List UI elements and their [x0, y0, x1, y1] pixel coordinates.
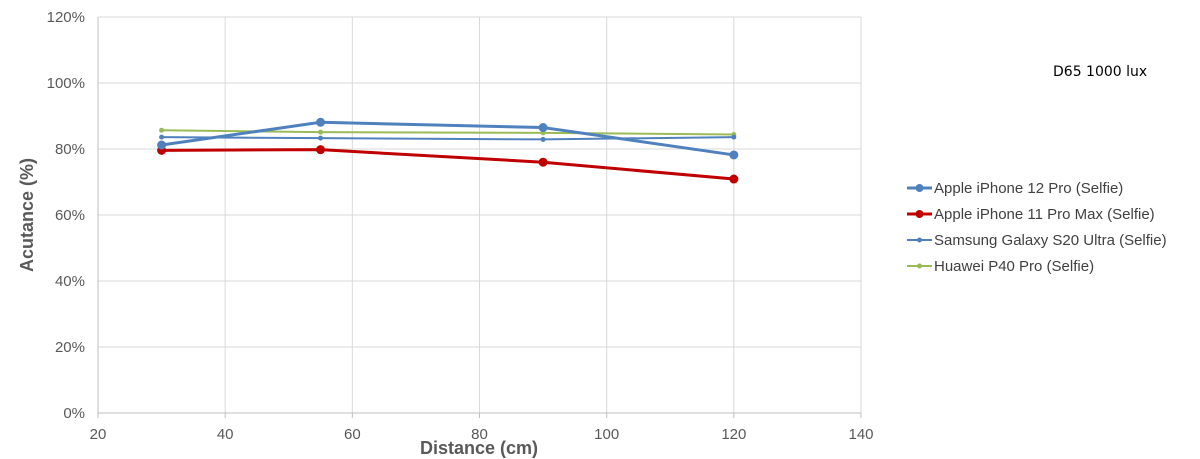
- condition-annotation: D65 1000 lux: [1053, 64, 1147, 80]
- x-tick-label: 60: [344, 426, 361, 443]
- legend-label: Samsung Galaxy S20 Ultra (Selfie): [934, 232, 1167, 249]
- data-point: [538, 123, 548, 133]
- grid: [97, 16, 862, 414]
- legend-label: Apple iPhone 12 Pro (Selfie): [934, 180, 1123, 197]
- x-tick-label: 40: [217, 426, 234, 443]
- y-axis-title: Acutance (%): [17, 158, 37, 272]
- series-line: [161, 120, 735, 157]
- data-point: [731, 134, 737, 140]
- legend-item: Huawei P40 Pro (Selfie): [907, 258, 1094, 275]
- y-tick-label: 40%: [55, 273, 85, 290]
- x-axis-title: Distance (cm): [420, 438, 538, 458]
- legend-item: Apple iPhone 11 Pro Max (Selfie): [907, 206, 1155, 223]
- x-tick-label: 120: [721, 426, 746, 443]
- y-tick-label: 80%: [55, 141, 85, 158]
- y-tick-label: 60%: [55, 207, 85, 224]
- legend-label: Huawei P40 Pro (Selfie): [934, 258, 1094, 275]
- data-point: [159, 127, 165, 133]
- data-point: [729, 150, 739, 160]
- y-tick-label: 120%: [47, 9, 85, 26]
- legend: Apple iPhone 12 Pro (Selfie) Apple iPhone…: [907, 180, 1167, 275]
- series-group: [157, 117, 739, 184]
- legend-item: Apple iPhone 12 Pro (Selfie): [907, 180, 1123, 197]
- legend-label: Apple iPhone 11 Pro Max (Selfie): [934, 206, 1155, 223]
- legend-item: Samsung Galaxy S20 Ultra (Selfie): [907, 232, 1167, 249]
- series-line: [161, 136, 734, 141]
- legend-marker-swatch: [917, 237, 922, 243]
- legend-marker-swatch: [915, 184, 924, 192]
- data-point: [159, 134, 165, 140]
- data-point: [540, 136, 546, 142]
- data-point: [538, 157, 548, 167]
- legend-marker-swatch: [917, 263, 922, 269]
- data-point: [729, 174, 739, 184]
- axes: 0% 20% 40% 60% 80% 100% 120% 20 40 60 80 100 120 140: [47, 9, 874, 443]
- data-point: [157, 140, 167, 150]
- series-3: [159, 134, 737, 142]
- data-point: [318, 135, 324, 141]
- legend-marker-swatch: [915, 210, 924, 218]
- y-tick-label: 20%: [55, 339, 85, 356]
- data-point: [316, 145, 326, 155]
- y-tick-label: 100%: [47, 75, 85, 92]
- series-line: [161, 148, 734, 181]
- x-tick-label: 80: [471, 426, 488, 443]
- series-2: [157, 145, 739, 184]
- x-tick-label: 20: [90, 426, 107, 443]
- x-tick-label: 140: [848, 426, 873, 443]
- series-line: [161, 129, 734, 136]
- x-tick-label: 100: [594, 426, 619, 443]
- data-point: [318, 129, 324, 135]
- data-point: [316, 117, 326, 127]
- y-tick-label: 0%: [63, 405, 85, 422]
- series-1: [157, 117, 739, 160]
